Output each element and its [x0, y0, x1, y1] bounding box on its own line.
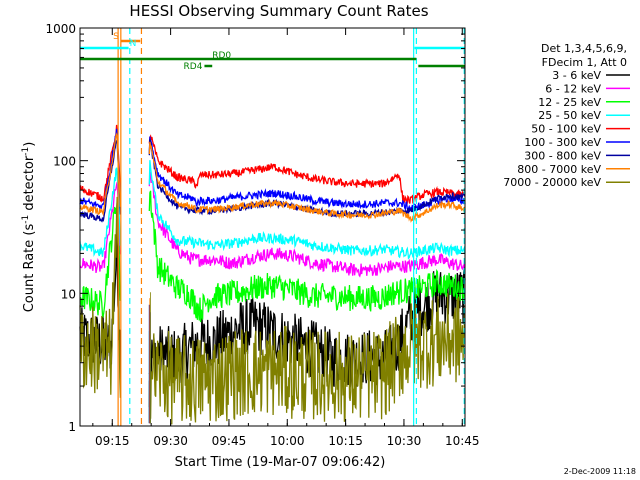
- y-axis-label-mid: detector: [22, 155, 37, 215]
- interval-lines: [117, 28, 465, 426]
- series-line-2: [79, 171, 466, 278]
- y-axis-label-main: Count Rate (s: [22, 224, 37, 313]
- legend-label-1: 3 - 6 keV: [552, 69, 601, 82]
- series-line-5: [79, 124, 466, 205]
- x-tick-label-1: 09:15: [95, 434, 130, 448]
- legend-label-9: 7000 - 20000 keV: [503, 176, 601, 189]
- x-tick-label-3: 09:45: [212, 434, 247, 448]
- legend-label-3: 12 - 25 keV: [538, 96, 601, 109]
- legend-label-5: 50 - 100 keV: [531, 123, 601, 136]
- x-tick-label-5: 10:15: [328, 434, 363, 448]
- y-tick-label-1: 1: [68, 420, 76, 434]
- series-layer: [79, 124, 466, 425]
- observing-segments: S N RD0 RD4: [80, 32, 465, 72]
- legend-label-7: 300 - 800 keV: [524, 149, 601, 162]
- legend-label-6: 100 - 300 keV: [524, 136, 601, 149]
- y-axis: 1 10 100 1000: [45, 22, 465, 434]
- series-line-4: [79, 160, 466, 260]
- footer-timestamp: 2-Dec-2009 11:18: [564, 467, 636, 476]
- y-axis-label-exp1: -1: [21, 215, 31, 224]
- series-line-3: [79, 190, 466, 323]
- y-axis-label: Count Rate (s-1 detector-1): [21, 142, 37, 313]
- segment-label-rd4: RD4: [184, 62, 203, 72]
- x-axis: 09:15 09:30 09:45 10:00 10:15 10:30 10:45: [92, 28, 480, 448]
- legend-header-1: Det 1,3,4,5,6,9,: [541, 42, 627, 55]
- legend-label-4: 25 - 50 keV: [538, 109, 601, 122]
- y-tick-label-4: 1000: [45, 22, 76, 36]
- series-line-9: [79, 196, 466, 425]
- legend-label-2: 6 - 12 keV: [545, 82, 601, 95]
- segment-label-s: S: [113, 32, 119, 42]
- y-axis-label-exp2: -1: [21, 147, 31, 156]
- legend-label-8: 800 - 7000 keV: [517, 163, 601, 176]
- y-tick-label-3: 100: [53, 155, 76, 169]
- overlay-layer: [148, 292, 151, 424]
- segment-label-rd0: RD0: [212, 51, 231, 61]
- y-axis-label-end: ): [22, 142, 37, 147]
- x-axis-label: Start Time (19-Mar-07 09:06:42): [175, 455, 386, 470]
- series-line-7: [79, 139, 466, 223]
- chart-title: HESSI Observing Summary Count Rates: [129, 2, 428, 20]
- y-tick-label-2: 10: [61, 287, 76, 301]
- plot-frame: [79, 27, 466, 427]
- segment-label-n: N: [130, 39, 137, 49]
- x-tick-label-7: 10:45: [445, 434, 480, 448]
- x-tick-label-4: 10:00: [270, 434, 305, 448]
- x-tick-label-6: 10:30: [387, 434, 422, 448]
- legend-header-2: FDecim 1, Att 0: [542, 56, 627, 69]
- x-tick-label-2: 09:30: [153, 434, 188, 448]
- series-line-8: [79, 132, 466, 223]
- legend: Det 1,3,4,5,6,9,FDecim 1, Att 03 - 6 keV…: [503, 42, 630, 189]
